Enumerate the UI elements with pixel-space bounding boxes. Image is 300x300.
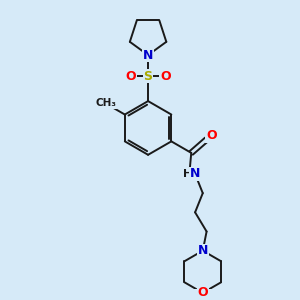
- Text: O: O: [197, 286, 208, 299]
- Text: N: N: [198, 244, 208, 257]
- Text: O: O: [160, 70, 171, 83]
- Text: O: O: [206, 129, 217, 142]
- Text: N: N: [190, 167, 200, 181]
- Text: N: N: [143, 49, 153, 62]
- Text: CH₃: CH₃: [95, 98, 116, 108]
- Text: O: O: [125, 70, 136, 83]
- Text: S: S: [144, 70, 153, 83]
- Text: H: H: [183, 169, 192, 179]
